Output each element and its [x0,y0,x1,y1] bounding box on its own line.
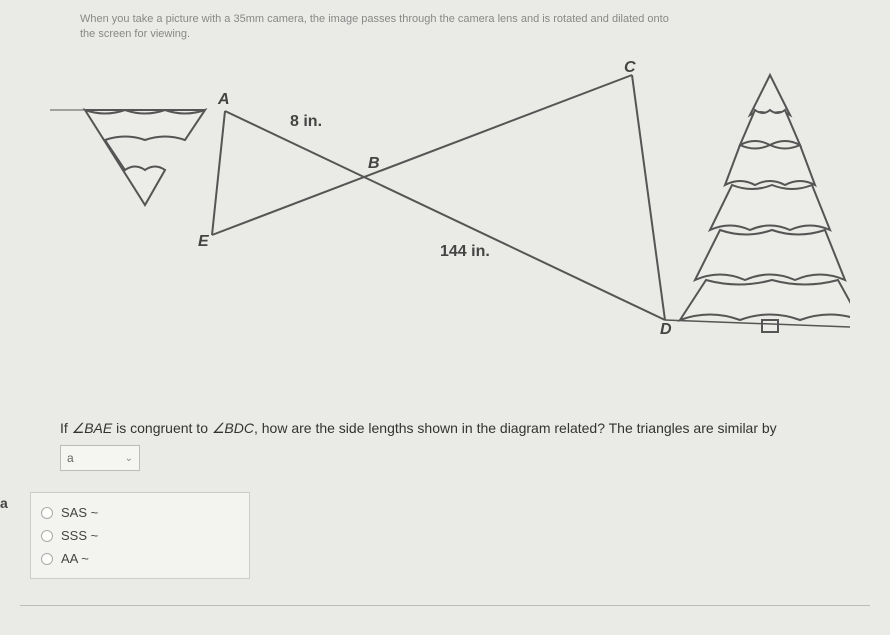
length-bd: 144 in. [440,243,490,261]
radio-icon [41,553,53,565]
diagram-svg [50,55,850,365]
q-suffix: , how are the side lengths shown in the … [254,420,777,436]
chevron-down-icon: ⌄ [125,453,133,464]
intro-line1: When you take a picture with a 35mm came… [80,13,669,25]
option-aa[interactable]: AA ~ [41,547,239,570]
option-sas[interactable]: SAS ~ [41,501,239,524]
section-label-a: a [0,495,8,511]
option-label: AA ~ [61,551,89,566]
q-angle2: ∠BDC [212,420,254,436]
diagram: A B C D E 8 in. 144 in. [50,55,850,365]
radio-icon [41,507,53,519]
point-label-a: A [218,91,230,109]
radio-icon [41,530,53,542]
point-label-c: C [624,59,636,77]
point-label-e: E [198,233,209,251]
divider [20,605,870,606]
option-label: SAS ~ [61,505,98,520]
dropdown-placeholder: a [67,451,74,465]
length-ab: 8 in. [290,113,322,131]
q-angle1: ∠BAE [72,420,113,436]
intro-text: When you take a picture with a 35mm came… [80,12,840,43]
point-label-b: B [368,155,380,173]
q-prefix: If [60,420,72,436]
similarity-dropdown[interactable]: a ⌄ [60,445,140,471]
point-label-d: D [660,321,672,339]
q-mid: is congruent to [112,420,212,436]
option-label: SSS ~ [61,528,98,543]
intro-line2: the screen for viewing. [80,28,190,40]
question-text: If ∠BAE is congruent to ∠BDC, how are th… [60,420,860,437]
options-panel: SAS ~ SSS ~ AA ~ [30,492,250,579]
option-sss[interactable]: SSS ~ [41,524,239,547]
